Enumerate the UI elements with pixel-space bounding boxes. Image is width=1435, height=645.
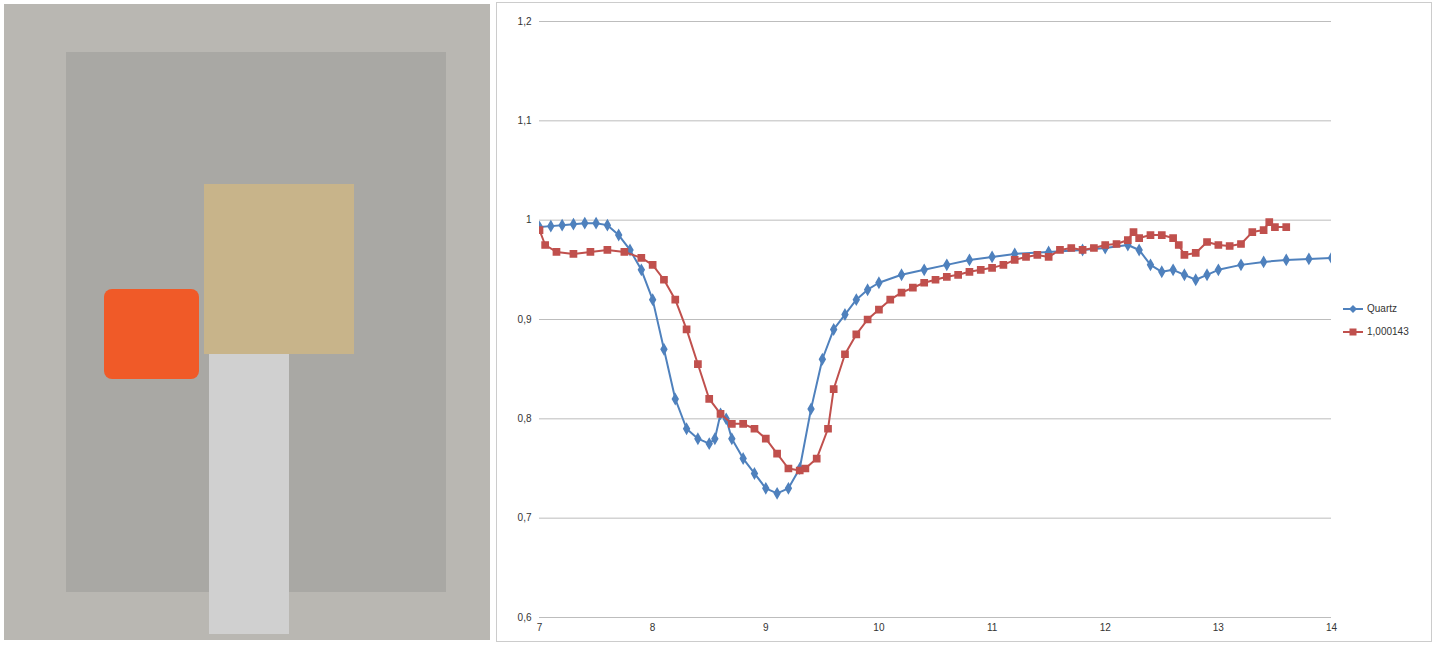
html-text:Quartz: Quartz (1367, 303, 1397, 314)
svg-text:1,2: 1,2 (518, 16, 532, 27)
html-text:1,000143: 1,000143 (1367, 326, 1409, 337)
svg-text:1: 1 (526, 214, 532, 225)
svg-text:9: 9 (763, 622, 769, 633)
svg-text:8: 8 (650, 622, 656, 633)
svg-text:10: 10 (873, 622, 885, 633)
svg-text:0,7: 0,7 (518, 512, 532, 523)
svg-text:11: 11 (987, 622, 998, 633)
svg-text:0,8: 0,8 (518, 413, 532, 424)
svg-text:1,1: 1,1 (518, 115, 532, 126)
svg-text:13: 13 (1213, 622, 1225, 633)
svg-text:0,9: 0,9 (518, 314, 532, 325)
svg-text:14: 14 (1326, 622, 1338, 633)
svg-text:12: 12 (1100, 622, 1112, 633)
svg-text:0,6: 0,6 (518, 612, 532, 623)
svg-text:7: 7 (537, 622, 543, 633)
